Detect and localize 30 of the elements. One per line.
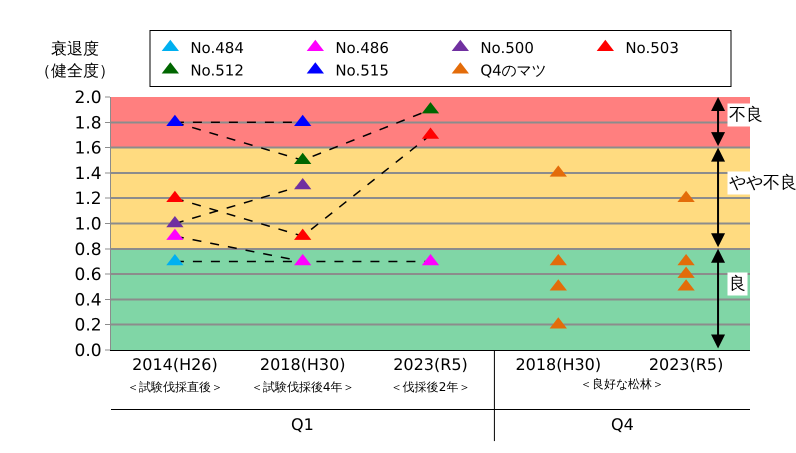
text: Q4 — [611, 415, 634, 434]
y-tick-label: 1.6 — [74, 138, 102, 159]
text: Q1 — [291, 415, 314, 434]
y-tick-label: 1.8 — [74, 113, 102, 134]
y-tick-label: 2.0 — [74, 88, 102, 108]
y-tick-label: 1.4 — [74, 164, 102, 184]
y-tick-label: 0.0 — [74, 340, 102, 361]
legend-label: No.484 — [190, 39, 244, 58]
text: ＜良好な松林＞ — [580, 377, 664, 391]
y-tick-label: 1.2 — [74, 189, 102, 210]
y-tick-label: 0.4 — [74, 290, 102, 310]
legend-label: No.503 — [625, 39, 679, 58]
y-tick-label: 0.6 — [74, 265, 102, 286]
y-tick-label: 0.2 — [74, 316, 102, 336]
x-tick-label: 2018(H30) — [516, 355, 602, 374]
legend-label: No.512 — [190, 62, 244, 80]
band-label: 良 — [729, 274, 746, 294]
y-tick-label: 0.8 — [74, 240, 102, 260]
band-label: 不良 — [729, 105, 763, 125]
legend-label: No.500 — [480, 39, 534, 58]
x-tick-label: 2014(H26) ＜試験伐採直後＞ — [126, 355, 223, 394]
x-tick-label: 2023(R5) — [648, 355, 724, 374]
x-tick-label: 2023(R5) ＜伐採後2年＞ — [390, 355, 470, 394]
legend-label: No.486 — [335, 39, 389, 58]
x-tick-label: 2018(H30) ＜試験伐採後4年＞ — [250, 355, 355, 394]
y-tick-label: 1.0 — [74, 214, 102, 234]
band-label: やや不良 — [729, 173, 796, 193]
legend-label: No.515 — [335, 62, 389, 80]
legend-label: Q4のマツ — [480, 62, 547, 80]
y-axis-title: 衰退度（健全度） — [34, 38, 116, 82]
